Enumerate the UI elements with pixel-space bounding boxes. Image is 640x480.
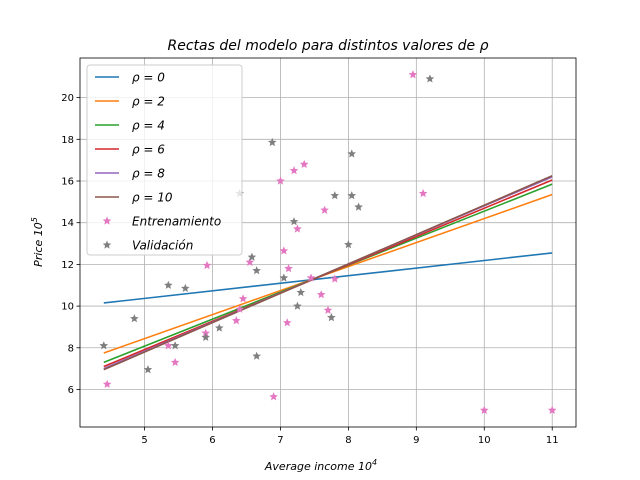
scatter-point [293,224,302,233]
scatter-point [268,137,277,147]
scatter-point [252,266,261,275]
series-line [103,175,553,371]
scatter-point [293,301,302,310]
scatter-point [296,288,306,297]
y-axis-label: Price 105 [30,217,45,267]
legend-label: ρ = 8 [132,167,165,181]
y-tick-label: 14 [61,218,74,229]
scatter-point [323,305,333,314]
scatter-point [170,357,180,367]
scatter-point [279,273,289,282]
x-tick-label: 8 [345,435,351,446]
scatter-point [284,264,293,273]
legend-swatch [102,216,112,225]
scatter-point [330,274,340,283]
scatter-point [299,159,309,168]
scatter-point [347,149,357,158]
plot-frame [79,57,577,428]
scatter-point [316,290,326,299]
y-tick-label: 6 [68,385,74,396]
scatter-point [201,332,210,341]
scatter-point [408,70,418,79]
x-tick-label: 7 [277,435,283,446]
scatter-point [201,328,210,337]
scatter-point [327,313,336,322]
legend-label: ρ = 10 [132,191,173,205]
scatter-point [231,316,241,325]
scatter-point [425,74,435,83]
scatter-point [320,205,329,214]
scatter-point [164,341,173,350]
legend-label: Entrenamiento [132,215,221,229]
y-axis-label-base: Price 10 [32,222,45,267]
y-tick-label: 10 [61,302,74,313]
scatter-point [289,166,299,175]
scatter-point [354,202,363,211]
y-tick-label: 16 [61,177,74,188]
scatter-point [247,252,257,261]
scatter-point [245,257,255,266]
legend-label: ρ = 0 [132,71,165,85]
y-tick-label: 12 [61,260,74,271]
y-tick-label: 20 [61,93,74,104]
legend-swatch [102,240,112,249]
scatter-point [181,283,190,292]
legend-label: ρ = 6 [132,143,165,157]
scatter-point [479,405,489,414]
scatter-point [238,294,248,303]
legend-label: ρ = 2 [132,95,165,109]
legend-label: Validación [132,239,193,253]
scatter-point [282,318,292,327]
scatter-point [164,280,173,289]
y-axis-label-exponent: 5 [30,217,39,222]
scatter-point [202,260,212,270]
legend-box [86,64,243,256]
scatter-point [252,351,261,360]
x-axis-label: Average income 104 [264,458,377,473]
scatter-point [215,323,224,332]
scatter-point [289,217,299,226]
scatter-point [235,304,244,313]
scatter-point [143,365,153,374]
scatter-point [269,392,278,401]
scatter-point [330,191,340,200]
scatter-point [344,240,353,249]
scatter-point [170,341,180,350]
series-lines [103,175,553,371]
scatter-point [306,273,316,282]
scatter-point [418,189,428,198]
x-tick-label: 11 [546,435,559,446]
legend-label: ρ = 4 [132,119,165,133]
x-tick-label: 5 [141,435,147,446]
x-tick-label: 9 [413,435,419,446]
scatter-point [102,379,112,388]
series-line [103,252,553,304]
scatter-point [99,341,109,350]
scatter-point [130,314,139,323]
scatter-point [276,176,285,185]
x-tick-label: 6 [209,435,215,446]
ticks: 5 6 7 8 9 10 11 6 8 10 12 14 16 18 20 [61,93,558,446]
scatter-point [347,191,357,200]
x-axis-label-exponent: 4 [372,458,377,467]
chart-title: Rectas del modelo para distintos valores… [168,38,489,54]
scatter-point [547,405,557,414]
x-tick-label: 10 [478,435,491,446]
scatter-point [279,246,289,255]
scatter-points [99,70,557,414]
legend: ρ = 0 ρ = 2 ρ = 4 ρ = 6 ρ = 8 ρ = 10 Entrenami… [86,64,243,256]
y-tick-label: 8 [68,343,74,354]
y-tick-label: 18 [61,135,74,146]
x-axis-label-base: Average income 10 [264,460,372,473]
